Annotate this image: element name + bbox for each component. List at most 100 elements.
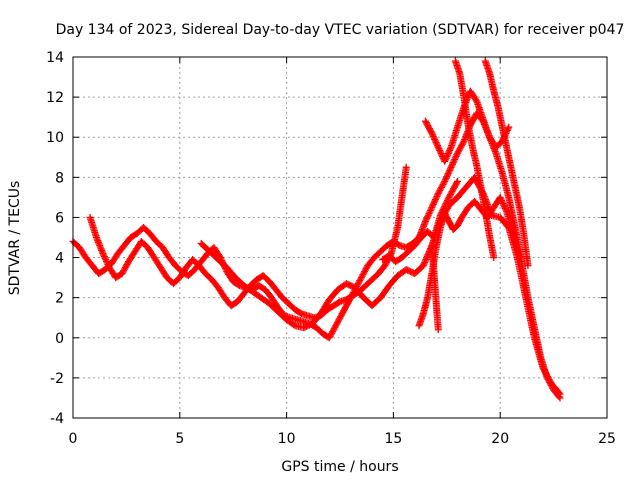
data-point-fill (455, 146, 463, 154)
data-point-fill (444, 171, 452, 179)
data-point-fill (122, 262, 130, 270)
data-point-fill (429, 132, 437, 140)
data-point-fill (356, 277, 364, 285)
data-point-fill (424, 211, 432, 219)
data-point (441, 177, 449, 185)
data-point-fill (361, 266, 369, 274)
data-point-fill (439, 205, 447, 213)
y-tick-label: 0 (55, 331, 64, 347)
axis-ticks: 0 5 10 15 20 25 -4 -2 0 2 4 6 8 10 12 14 (46, 50, 616, 447)
data-point-fill (445, 148, 453, 156)
data-point-fill (424, 213, 432, 221)
data-point-fill (499, 200, 507, 208)
data-point-fill (469, 117, 477, 125)
data-point-fill (101, 254, 109, 262)
data-point-fill (361, 268, 369, 276)
series-arc-1 (69, 109, 564, 402)
data-point-fill (100, 253, 108, 261)
data-point-fill (362, 265, 370, 273)
data-point-fill (502, 206, 510, 214)
data-point (441, 157, 449, 165)
data-point (338, 310, 346, 318)
data-point-fill (426, 207, 434, 215)
data-point-fill (329, 326, 337, 334)
data-point-fill (498, 197, 506, 205)
data-point-fill (333, 320, 341, 328)
data-point-fill (501, 204, 509, 212)
data-point-fill (103, 259, 111, 267)
data-point-fill (123, 261, 131, 269)
data-point-fill (437, 185, 445, 193)
data-point-fill (120, 267, 128, 275)
data-point-fill (104, 260, 112, 268)
y-tick-label: 2 (55, 291, 64, 307)
data-point-fill (423, 254, 431, 262)
data-point (447, 163, 455, 171)
data-point-fill (105, 262, 113, 270)
data-point-fill (431, 137, 439, 145)
data-point-fill (426, 208, 434, 216)
data-point-fill (420, 260, 428, 268)
data-point (99, 250, 107, 258)
data-point-fill (437, 183, 445, 191)
data-point-fill (329, 328, 337, 336)
data-point-fill (453, 151, 461, 159)
data-point-fill (444, 195, 452, 203)
data-point-fill (443, 173, 451, 181)
data-point-fill (451, 154, 459, 162)
data-point-fill (431, 196, 439, 204)
data-point-fill (444, 151, 452, 159)
data-point-fill (442, 174, 450, 182)
data-point-fill (446, 145, 454, 153)
data-point-fill (429, 131, 437, 139)
data-point-fill (337, 313, 345, 321)
data-point-fill (435, 145, 443, 153)
data-point (325, 334, 333, 342)
data-point-fill (355, 278, 363, 286)
data-point-fill (440, 204, 448, 212)
data-point (357, 274, 365, 282)
data-point-fill (449, 159, 457, 167)
data-point-fill (432, 194, 440, 202)
data-point (524, 262, 532, 270)
data-point (490, 254, 498, 262)
data-point-fill (442, 154, 450, 162)
data-point-fill (341, 305, 349, 313)
data-point-fill (437, 149, 445, 157)
data-point-fill (425, 210, 433, 218)
data-point-fill (441, 201, 449, 209)
data-point-fill (459, 139, 467, 147)
chart-title: Day 134 of 2023, Sidereal Day-to-day VTE… (56, 22, 625, 38)
data-series (69, 57, 564, 402)
data-point (332, 322, 340, 330)
series-arc-8 (428, 242, 442, 334)
data-point-fill (500, 203, 508, 211)
data-point (381, 262, 389, 270)
data-point (556, 390, 564, 398)
data-point-fill (497, 195, 505, 203)
x-tick-label: 15 (384, 431, 402, 447)
data-point-fill (440, 179, 448, 187)
data-point-fill (439, 207, 447, 215)
data-point-fill (435, 188, 443, 196)
series-arc-9 (379, 177, 461, 266)
data-point-fill (102, 256, 110, 264)
data-point-fill (335, 316, 343, 324)
y-tick-label: 14 (46, 50, 64, 66)
data-point-fill (334, 317, 342, 325)
data-point-fill (342, 302, 350, 310)
data-point-fill (330, 325, 338, 333)
data-point-fill (442, 199, 450, 207)
x-tick-label: 10 (278, 431, 296, 447)
data-point-fill (421, 258, 429, 266)
data-point (515, 254, 523, 262)
data-point-fill (448, 160, 456, 168)
data-point-fill (423, 214, 431, 222)
data-point-fill (333, 319, 341, 327)
x-axis-label: GPS time / hours (281, 459, 398, 475)
y-tick-label: 8 (55, 170, 64, 186)
data-point-fill (421, 257, 429, 265)
x-tick-label: 0 (69, 431, 78, 447)
data-point-fill (102, 257, 110, 265)
data-point-fill (444, 149, 452, 157)
